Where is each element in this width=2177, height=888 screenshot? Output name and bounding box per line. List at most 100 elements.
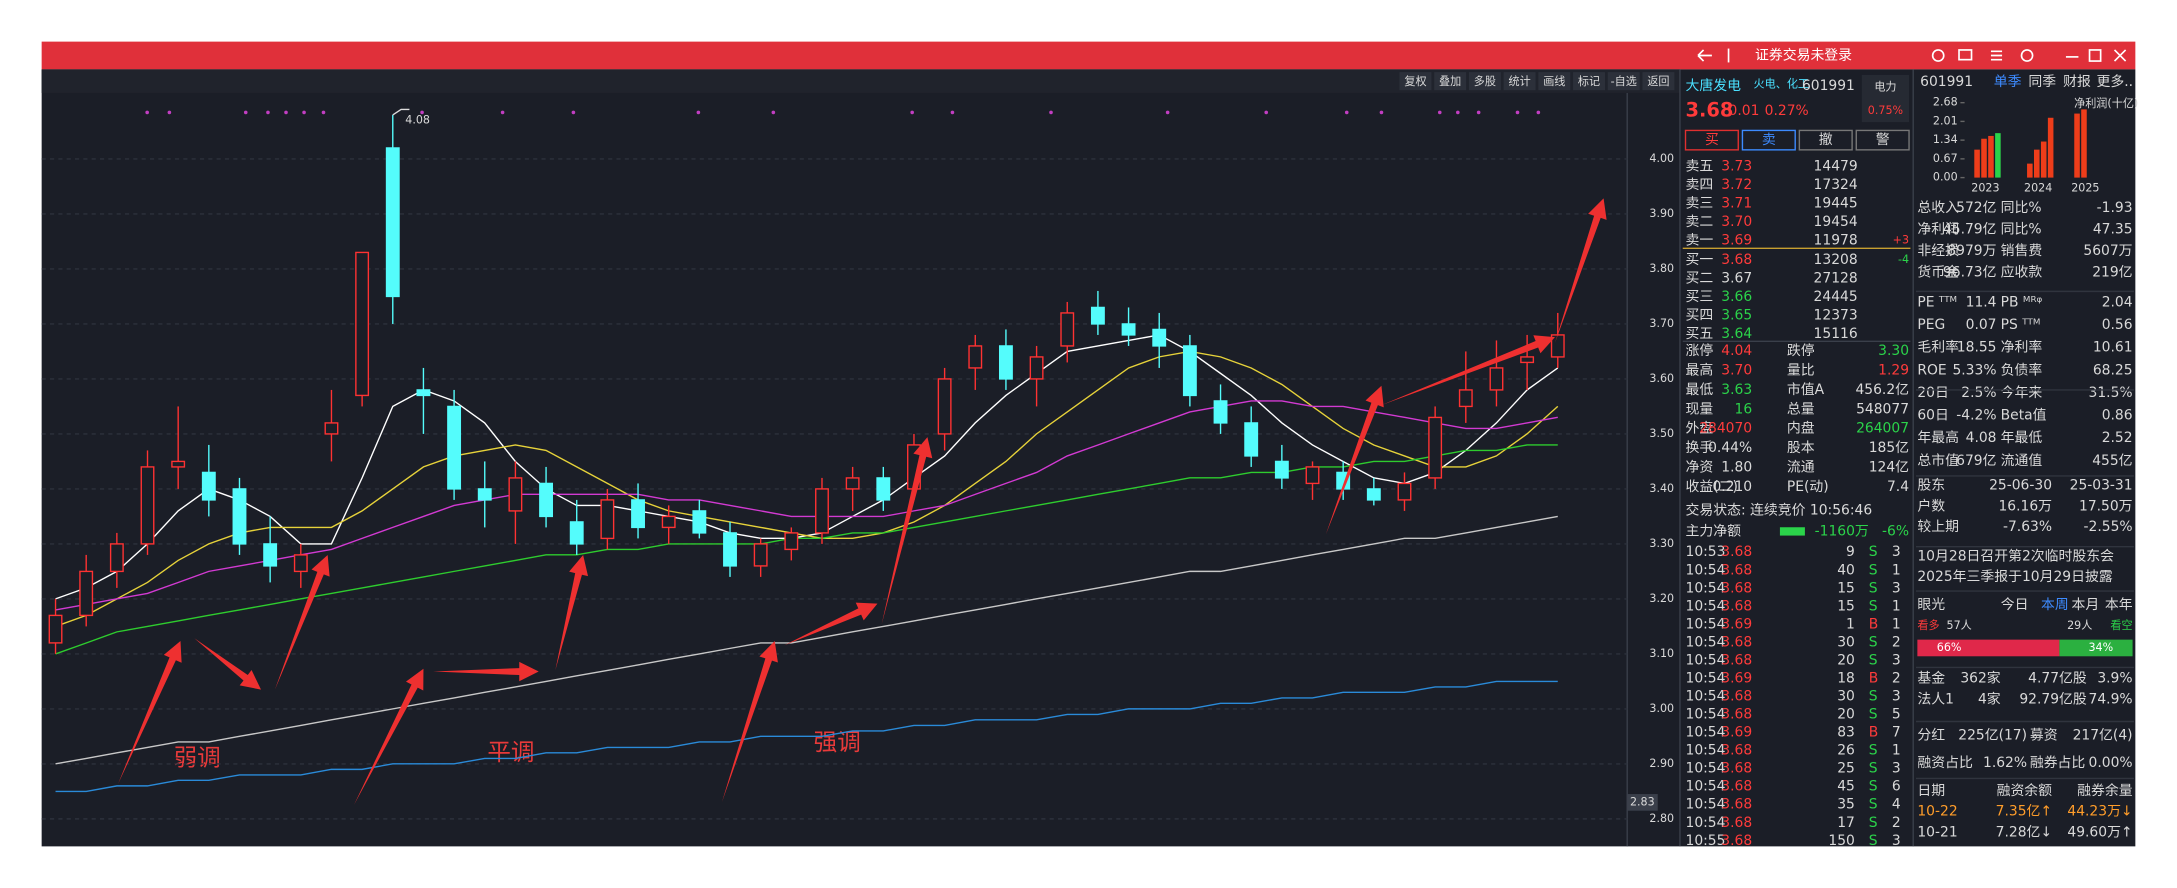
tick-volume: 18 [1837,670,1855,686]
candle-body [968,345,983,369]
book-price: 3.69 [1721,232,1752,248]
toolbar-button[interactable] [1399,72,1432,91]
toolbar-label: 标记 [1578,74,1600,88]
toolbar-button[interactable] [1503,72,1536,91]
candle-body [447,405,462,490]
close-icon[interactable] [2113,49,2127,62]
tick-price: 3.68 [1721,833,1752,849]
max-icon[interactable] [2088,49,2102,62]
mini-bar [1981,138,1987,178]
stat-label: 总量 [1787,401,1815,417]
fin-cell: 10-22 [1917,804,1957,820]
stat-value: 1.80 [1721,460,1752,476]
y-tick-label: 3.20 [1649,592,1674,605]
tick-count: 1 [1892,598,1901,614]
fin-cell: 20日 [1917,385,1949,401]
fin-cell: 572亿 [1956,200,1996,216]
book-volume: 27128 [1814,271,1858,287]
candle-body [416,389,431,397]
tick-time: 10:55 [1686,833,1726,849]
trade-button[interactable] [1684,129,1739,151]
toolbar-button[interactable] [1607,72,1640,91]
fin-cell: 219亿 [2092,265,2132,281]
fin-cell: 日期 [1917,783,1945,799]
annotation: 弱调 [174,743,221,771]
stat-value: 16 [1735,401,1753,417]
settings-icon[interactable] [2020,49,2034,62]
tick-volume: 35 [1837,797,1855,813]
mini-bar [2074,113,2080,178]
mail-icon[interactable] [1958,49,1973,61]
stat-value: 3.70 [1721,362,1752,378]
candle-body [324,422,339,435]
back-icon[interactable] [1697,49,1712,62]
toolbar-button[interactable] [1573,72,1605,91]
fin-cell: 应收款 [2001,264,2043,281]
fin-cell: 毛利率 [1917,339,1959,356]
fin-cell: 融资占比 [1917,755,1973,771]
trade-button[interactable] [1798,129,1853,151]
trade-button-label: 撤 [1819,132,1833,148]
mini-category: 2025 [2071,182,2099,195]
fin-cell: 11.4 [1966,294,1997,310]
candle-body [937,378,952,435]
book-label: 卖三 [1686,195,1714,211]
y-tick-label: 3.80 [1649,262,1674,275]
sector: 火电、化工 [1754,77,1810,91]
candle-body [845,477,860,490]
tick-count: 1 [1892,562,1901,578]
menu-icon[interactable] [1990,50,2003,61]
sentiment-tab: 今日 [2001,597,2029,613]
window-controls[interactable] [1697,48,2127,63]
stat-value: 3.30 [1878,343,1909,359]
mini-tick-label: 2.01 [1933,114,1958,127]
candle-body [355,251,370,397]
bear-bar [2059,639,2133,657]
tick-price: 3.68 [1721,544,1752,560]
fin-cell: 679亿 [1956,453,1996,469]
toolbar-button[interactable] [1642,72,1675,91]
tick-volume: 40 [1837,562,1855,578]
tick-time: 10:54 [1686,616,1726,632]
tick-count: 3 [1892,761,1901,777]
tick-side: S [1869,743,1878,759]
toolbar-button[interactable] [1538,72,1571,91]
candle-body [998,345,1013,380]
fin-cell: 3.9% [2097,670,2132,686]
fin-cell: 4.08 [1966,430,1997,446]
refresh-icon[interactable] [1931,49,1945,62]
trade-button[interactable] [1855,129,1910,151]
book-price: 3.65 [1721,308,1752,324]
fin-cell: 2.04 [2102,294,2133,310]
toolbar-button[interactable] [1434,72,1467,91]
candle-body [1090,306,1105,325]
book-volume: 11978 [1814,232,1858,248]
candle-body [692,510,707,534]
fin-cell: 92.79亿股 [2019,691,2087,707]
fin-cell: 7.28亿↓ [1996,825,2052,841]
tick-count: 7 [1892,725,1901,741]
trade-button[interactable] [1741,129,1796,151]
candle-body [1152,328,1167,347]
tick-volume: 26 [1837,743,1855,759]
tick-price: 3.68 [1721,580,1752,596]
tick-time: 10:54 [1686,670,1726,686]
toolbar-button[interactable] [1468,72,1501,91]
sentiment-cell: 看多 [1917,618,1939,632]
tick-count: 5 [1892,707,1901,723]
candle-body [1428,416,1443,479]
tick-volume: 150 [1828,833,1854,849]
fin-cell: 16.16万 [1998,498,2052,514]
candle-body [1489,367,1504,391]
bull-bar [1917,639,2060,657]
candle-body [1305,466,1320,485]
ma-line [55,350,1559,628]
tick-side: B [1869,670,1879,686]
sentiment-cell: 看空 [2110,618,2132,632]
tick-count: 2 [1892,670,1901,686]
stat-label: PE(动) [1787,479,1829,495]
tick-price: 3.68 [1721,634,1752,650]
stat-value: 456.2亿 [1855,382,1909,398]
stat-value: 0.44% [1708,440,1752,456]
y-tick-label: 2.90 [1649,757,1674,770]
